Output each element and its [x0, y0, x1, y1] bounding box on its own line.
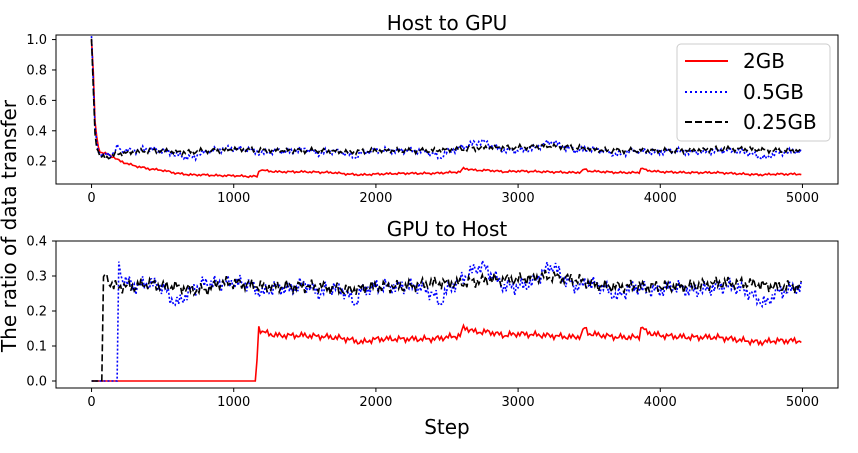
- gpu-to-host-xtick-label-1000: 1000: [217, 395, 250, 410]
- gpu-to-host-ytick-label-0-2: 0.2: [26, 305, 47, 320]
- host-to-gpu-ytick-label-0-4: 0.4: [26, 124, 47, 139]
- gpu-to-host-xtick-label-2000: 2000: [359, 395, 392, 410]
- gpu-to-host-title: GPU to Host: [387, 217, 508, 241]
- host-to-gpu-series-0-25gb: [90, 38, 802, 161]
- gpu-to-host-ytick-label-0-3: 0.3: [26, 270, 47, 285]
- host-to-gpu-xtick-label-1000: 1000: [217, 191, 250, 206]
- gpu-to-host-series-2gb: [91, 323, 802, 382]
- host-to-gpu-panel: Host to GPU 0 1000 2000 3000 4000 50000.20.40…: [26, 11, 839, 206]
- host-to-gpu-ytick-label-1-0: 1.0: [26, 33, 47, 48]
- legend-box: [676, 43, 831, 142]
- gpu-to-host-xtick-label-5000: 5000: [786, 395, 819, 410]
- legend-label-0-5gb: 0.5GB: [743, 80, 804, 104]
- gpu-to-host-frame: [55, 240, 839, 389]
- host-to-gpu-xtick-label-2000: 2000: [359, 191, 392, 206]
- host-to-gpu-ytick-label-0-2: 0.2: [26, 155, 47, 170]
- host-to-gpu-axes: 0 1000 2000 3000 4000 5000 0.2 0.4 0.6 0.8 1.0: [26, 33, 819, 206]
- host-to-gpu-title: Host to GPU: [387, 11, 508, 35]
- figure-ylabel: The ratio of data transfer: [0, 99, 21, 353]
- gpu-to-host-plot-area: [91, 258, 803, 382]
- legend: 2GB 0.5GB 0.25GB: [676, 43, 831, 142]
- host-to-gpu-ytick-label-0-8: 0.8: [26, 63, 47, 78]
- host-to-gpu-xtick-label-4000: 4000: [644, 191, 677, 206]
- gpu-to-host-ytick-label-0-1: 0.1: [26, 340, 47, 355]
- host-to-gpu-frame: [55, 34, 839, 185]
- gpu-to-host-panel: GPU to Host 0 1000 2000 3000 4000 50000.00.10…: [26, 217, 839, 411]
- host-to-gpu-xtick-label-5000: 5000: [786, 191, 819, 206]
- gpu-to-host-ytick-label-0-4: 0.4: [26, 235, 47, 250]
- host-to-gpu-series-2gb: [90, 39, 802, 179]
- host-to-gpu-ytick-label-0-6: 0.6: [26, 94, 47, 109]
- host-to-gpu-plot-area: [90, 36, 803, 179]
- gpu-to-host-series-0-25gb: [91, 269, 803, 382]
- gpu-to-host-xtick-label-4000: 4000: [644, 395, 677, 410]
- figure-xlabel: Step: [424, 415, 470, 439]
- gpu-to-host-axes: 0 1000 2000 3000 4000 5000 0.0 0.1 0.2 0.3 0.4: [26, 235, 819, 411]
- gpu-to-host-xtick-label-0: 0: [87, 395, 95, 410]
- host-to-gpu-xtick-label-3000: 3000: [502, 191, 535, 206]
- gpu-to-host-ytick-label-0-0: 0.0: [26, 375, 47, 390]
- gpu-to-host-xtick-label-3000: 3000: [502, 395, 535, 410]
- host-to-gpu-xtick-label-0: 0: [87, 191, 95, 206]
- legend-label-0-25gb: 0.25GB: [743, 110, 817, 134]
- legend-label-2gb: 2GB: [743, 49, 785, 73]
